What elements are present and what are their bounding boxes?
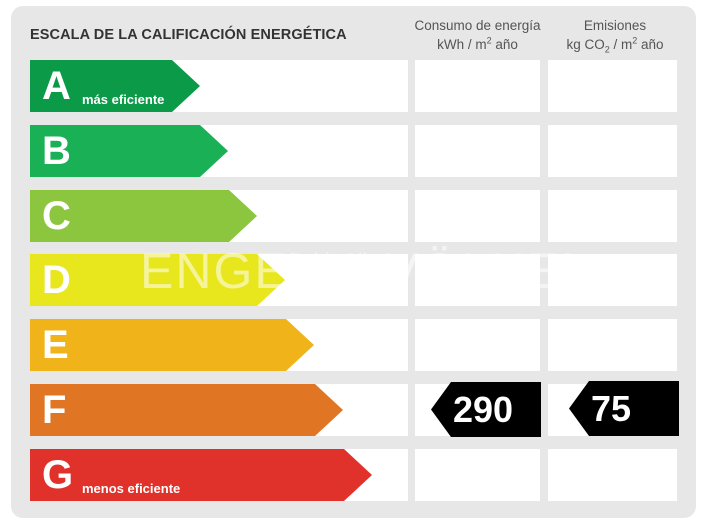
rating-arrow-f: F: [30, 384, 343, 436]
emissions-header-line1: Emisiones: [583, 18, 647, 33]
energy-value: 290: [453, 388, 514, 430]
rating-letter: G: [42, 453, 74, 497]
emissions-cell: [548, 125, 677, 177]
scale-title: ESCALA DE LA CALIFICACIÓN ENERGÉTICA: [30, 27, 347, 43]
emissions-cell: [548, 254, 677, 306]
emissions-value-tag: 75: [569, 381, 679, 436]
emissions-cell: [548, 449, 677, 501]
rating-letter: A: [42, 64, 71, 108]
emissions-cell: [548, 60, 677, 112]
rating-letter: D: [42, 258, 71, 302]
emissions-value: 75: [591, 387, 632, 429]
energy-cell: [415, 449, 540, 501]
emissions-column-header: Emisiones kg CO2 / m2 año: [545, 16, 685, 54]
energy-cell: [415, 319, 540, 371]
rating-letter: E: [42, 323, 69, 367]
energy-cell: [415, 254, 540, 306]
emissions-header-unit: kg CO2 / m2 año: [566, 35, 664, 55]
energy-column-header: Consumo de energía kWh / m2 año: [405, 16, 550, 54]
rating-note: más eficiente: [82, 92, 165, 107]
energy-cell: [415, 60, 540, 112]
energy-header-unit: kWh / m2 año: [437, 35, 518, 52]
energy-header-line1: Consumo de energía: [414, 18, 541, 33]
emissions-cell: [548, 190, 677, 242]
energy-cell: [415, 125, 540, 177]
energy-cell: [415, 190, 540, 242]
energy-value-tag: 290: [431, 382, 541, 437]
emissions-cell: [548, 319, 677, 371]
rating-letter: F: [42, 388, 67, 432]
rating-arrow-b: B: [30, 125, 228, 177]
rating-arrow-c: C: [30, 190, 257, 242]
rating-letter: B: [42, 129, 71, 173]
rating-arrow-e: E: [30, 319, 314, 371]
rating-note: menos eficiente: [82, 481, 181, 496]
rating-arrow-d: D: [30, 254, 285, 306]
rating-letter: C: [42, 194, 71, 238]
